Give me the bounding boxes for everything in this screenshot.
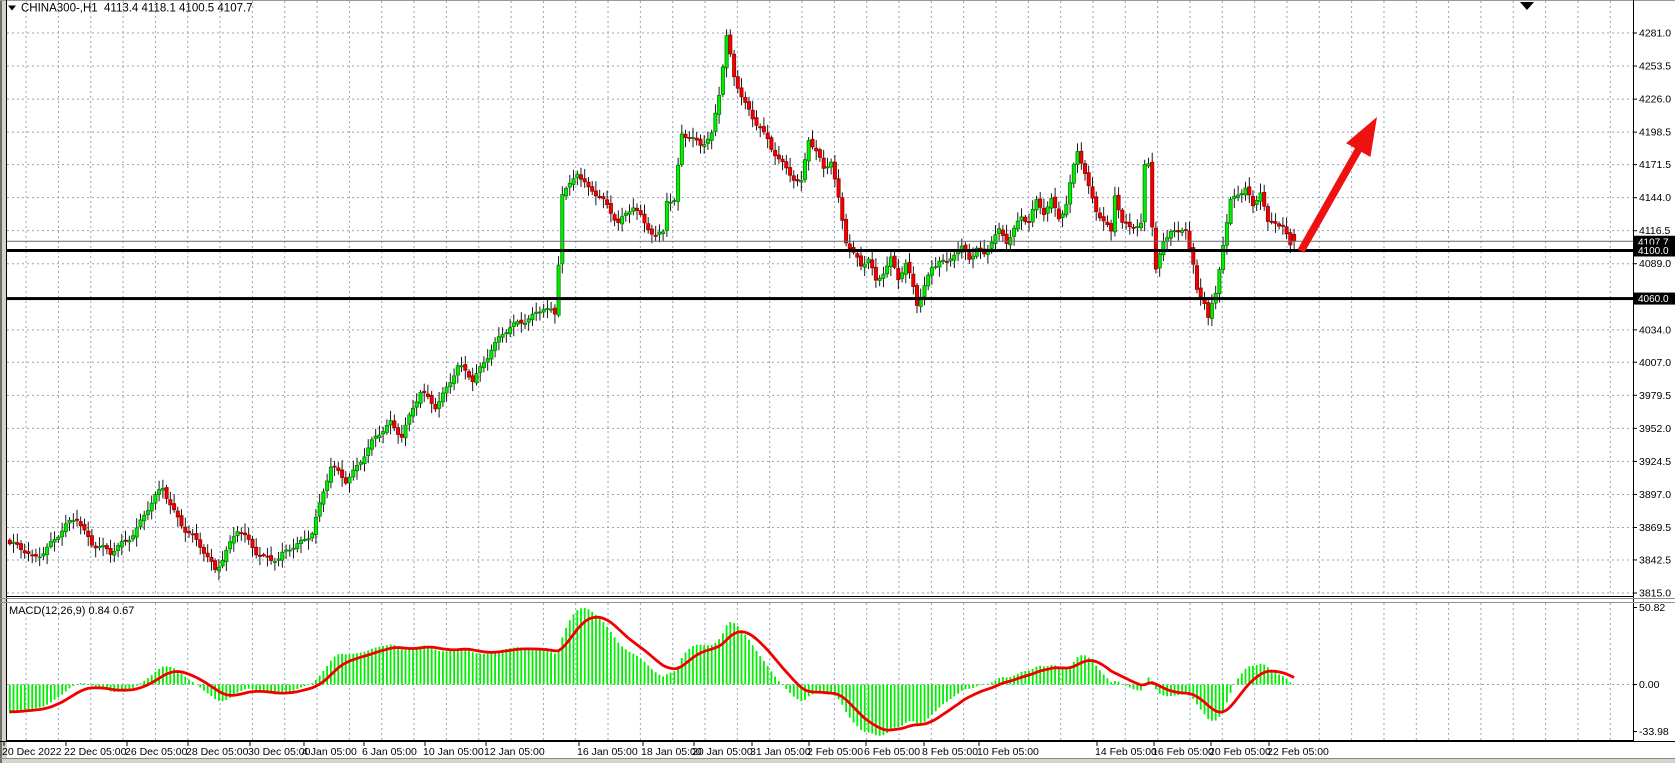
- time-axis-label: 20 Jan 05:00: [692, 746, 753, 758]
- time-axis-label: 20 Feb 05:00: [1209, 746, 1271, 758]
- price-axis-label: 3869.5: [1639, 522, 1671, 534]
- chart-background: [7, 0, 1675, 758]
- macd-label: MACD(12,26,9) 0.84 0.67: [9, 605, 134, 617]
- level-price-box-label: 4100.0: [1638, 246, 1669, 257]
- chart-ohlc-readout: 4113.4 4118.1 4100.5 4107.7: [104, 3, 253, 15]
- time-axis-label: 26 Dec 05:00: [125, 746, 188, 758]
- bull-candles: [11, 35, 1263, 572]
- price-axis-label: 4144.0: [1639, 192, 1671, 204]
- time-axis-label: 18 Jan 05:00: [641, 746, 702, 758]
- price-axis-label: 3979.5: [1639, 390, 1671, 402]
- trend-arrow-head[interactable]: [1346, 117, 1377, 157]
- time-axis-label: 20 Dec 2022: [2, 746, 62, 758]
- time-axis-label: 22 Dec 05:00: [64, 746, 127, 758]
- level-price-box: [1634, 292, 1675, 305]
- chart-symbol-period: CHINA300-,H1: [21, 3, 98, 15]
- level-price-box: [1634, 244, 1675, 257]
- time-axis-label: 10 Jan 05:00: [423, 746, 484, 758]
- bear-candles: [7, 34, 1297, 570]
- time-axis-label: 6 Jan 05:00: [362, 746, 417, 758]
- price-axis-label: 4034.0: [1639, 324, 1671, 336]
- time-axis-label: 12 Jan 05:00: [484, 746, 545, 758]
- price-axis-label: 3897.0: [1639, 489, 1671, 501]
- price-axis-label: 3815.0: [1639, 587, 1671, 599]
- price-axis-label: 4198.5: [1639, 127, 1671, 139]
- time-axis-label: 22 Feb 05:00: [1267, 746, 1329, 758]
- price-axis-label: 4089.0: [1639, 258, 1671, 270]
- macd-signal-line: [9, 615, 1295, 732]
- time-axis-label: 10 Feb 05:00: [977, 746, 1039, 758]
- symbol-dropdown-icon[interactable]: [8, 5, 16, 11]
- price-axis-label: 4253.5: [1639, 61, 1671, 73]
- price-axis-label: 4281.0: [1639, 28, 1671, 40]
- price-axis-label: 4226.0: [1639, 94, 1671, 106]
- price-axis-label: 3924.5: [1639, 456, 1671, 468]
- horizontal-level-line[interactable]: [7, 249, 1633, 253]
- time-axis-label: 6 Feb 05:00: [864, 746, 920, 758]
- time-axis-label: 16 Feb 05:00: [1152, 746, 1214, 758]
- time-axis-label: 28 Dec 05:00: [186, 746, 249, 758]
- time-axis-label: 8 Feb 05:00: [922, 746, 978, 758]
- time-axis-label: 4 Jan 05:00: [302, 746, 357, 758]
- macd-axis-label: -33.98: [1639, 726, 1669, 738]
- time-axis-label: 2 Feb 05:00: [807, 746, 863, 758]
- price-axis-label: 4007.0: [1639, 357, 1671, 369]
- macd-axis-label: 0.00: [1639, 679, 1660, 691]
- macd-axis-label: 50.82: [1639, 602, 1665, 614]
- level-price-box-label: 4060.0: [1638, 294, 1669, 305]
- window-left-edge: [0, 0, 2, 763]
- horizontal-level-line[interactable]: [7, 297, 1633, 301]
- time-axis-label: 30 Dec 05:00: [248, 746, 311, 758]
- price-axis-label: 4171.5: [1639, 159, 1671, 171]
- trend-arrow-shaft[interactable]: [1297, 142, 1365, 253]
- time-axis-label: 31 Jan 05:00: [750, 746, 811, 758]
- current-price-box-label: 4107.7: [1638, 237, 1669, 248]
- time-axis-label: 14 Feb 05:00: [1095, 746, 1157, 758]
- time-axis-label: 16 Jan 05:00: [577, 746, 638, 758]
- price-axis-label: 3952.0: [1639, 423, 1671, 435]
- price-axis-label: 3842.5: [1639, 554, 1671, 566]
- chart-shift-marker-icon[interactable]: [1520, 2, 1534, 10]
- price-axis-label: 4116.5: [1639, 225, 1670, 237]
